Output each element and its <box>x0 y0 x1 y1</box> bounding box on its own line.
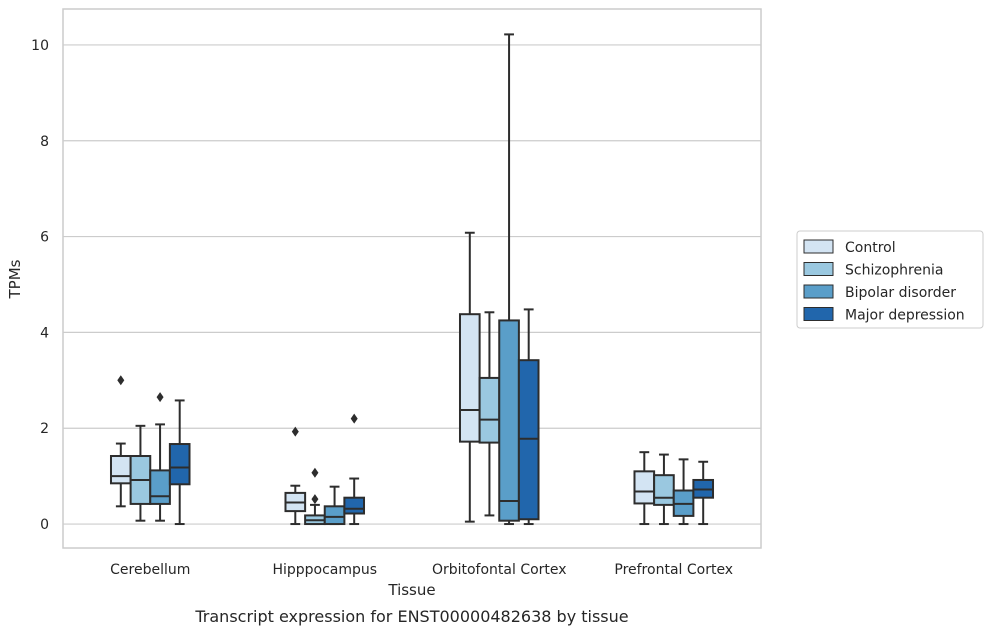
box-iqr <box>458 313 481 443</box>
legend: Control Schizophrenia Bipolar disorder Majo… <box>796 230 984 329</box>
legend-frame <box>796 230 984 329</box>
box-iqr <box>109 455 132 485</box>
chart-title: Transcript expression for ENST0000048263… <box>194 607 628 626</box>
box-iqr <box>168 443 191 486</box>
x-tick-label: Prefrontal Cortex <box>614 562 733 578</box>
y-axis-label: TPMs <box>6 259 24 299</box>
box-schizophrenia <box>653 453 675 526</box>
box-major-depression <box>343 413 366 526</box>
outlier-point <box>350 413 358 424</box>
x-tick-labels: Cerebellum Hipppocampus Orbitofontal Corte… <box>110 562 733 578</box>
box-control <box>109 375 132 508</box>
plot-area-frame <box>62 8 762 549</box>
box-bipolar-disorder <box>323 485 346 526</box>
x-tick-label: Hipppocampus <box>272 562 377 578</box>
box-schizophrenia <box>129 424 152 522</box>
y-tick-label: 4 <box>40 325 49 341</box>
box-control <box>458 231 481 523</box>
outlier-point <box>117 375 125 386</box>
x-tick-label: Orbitofontal Cortex <box>432 562 567 578</box>
box-groups <box>109 33 715 526</box>
box-control <box>284 426 307 526</box>
y-tick-labels: 0 2 4 6 8 10 <box>31 38 49 533</box>
y-tick-label: 10 <box>31 38 49 54</box>
box-bipolar-disorder <box>149 392 171 522</box>
y-tick-label: 2 <box>40 421 49 437</box>
box-iqr <box>653 474 675 506</box>
box-iqr <box>149 469 171 505</box>
box-iqr <box>498 319 520 522</box>
box-iqr <box>343 496 366 515</box>
box-control <box>633 451 656 526</box>
outlier-point <box>311 467 319 478</box>
box-schizophrenia <box>304 467 326 526</box>
y-tick-label: 8 <box>40 134 49 150</box>
box-iqr <box>478 376 501 444</box>
legend-swatch <box>803 307 834 321</box>
outlier-point <box>291 426 299 437</box>
outlier-point <box>156 392 164 403</box>
legend-entry: Control <box>845 240 896 256</box>
box-iqr <box>633 470 656 505</box>
legend-swatch <box>803 262 834 276</box>
x-axis-label: Tissue <box>387 581 435 599</box>
x-tick-label: Cerebellum <box>110 562 190 578</box>
legend-swatch <box>803 239 834 254</box>
box-iqr <box>323 505 346 526</box>
box-major-depression <box>517 308 540 526</box>
legend-entry: Bipolar disorder <box>845 285 956 301</box>
legend-entry: Schizophrenia <box>845 263 943 279</box>
box-bipolar-disorder <box>672 458 695 526</box>
legend-swatch <box>803 284 834 299</box>
box-schizophrenia <box>478 311 501 517</box>
y-tick-label: 0 <box>40 517 49 533</box>
box-major-depression <box>692 460 715 526</box>
outlier-point <box>311 494 319 505</box>
y-gridlines <box>63 44 761 525</box>
box-bipolar-disorder <box>498 33 520 526</box>
y-tick-label: 6 <box>40 230 49 246</box>
box-major-depression <box>168 399 191 526</box>
legend-entry: Major depression <box>845 308 965 324</box>
